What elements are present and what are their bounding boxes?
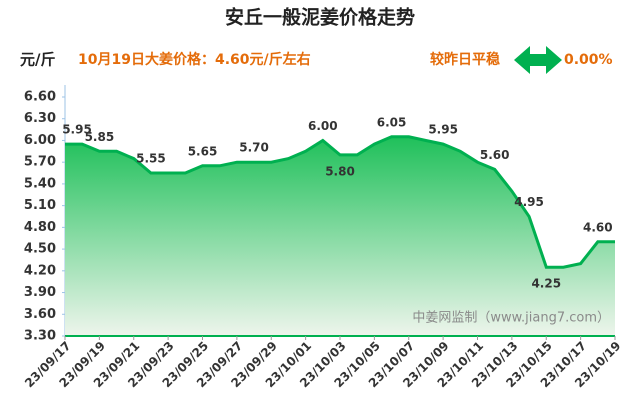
y-tick-label: 3.30 [24, 329, 56, 344]
status: 较昨日平稳 [430, 51, 500, 68]
y-tick-label: 6.60 [24, 90, 56, 105]
y-tick-label: 4.20 [24, 263, 56, 278]
data-label: 5.95 [428, 123, 458, 137]
data-label: 6.05 [377, 115, 407, 129]
subtitle: 10月19日大姜价格：4.60元/斤左右 [78, 51, 311, 68]
y-tick-label: 4.50 [24, 242, 56, 257]
y-tick-label: 3.60 [24, 307, 56, 322]
y-tick-label: 6.00 [24, 133, 56, 148]
data-label: 5.55 [136, 152, 166, 166]
chart-title: 安丘一般泥姜价格走势 [225, 6, 415, 29]
data-label: 6.00 [308, 119, 338, 133]
watermark: 中姜网监制（www.jiang7.com） [412, 311, 610, 326]
y-tick-label: 5.70 [24, 155, 56, 170]
data-label: 5.65 [188, 144, 218, 158]
data-label: 4.25 [531, 277, 561, 291]
data-label: 5.95 [62, 123, 92, 137]
y-tick-label: 5.10 [24, 198, 56, 213]
arrow-icon [514, 46, 562, 74]
y-tick-label: 3.90 [24, 285, 56, 300]
data-label: 5.60 [480, 148, 510, 162]
line [65, 135, 615, 269]
data-label: 5.80 [325, 164, 355, 178]
data-label: 4.60 [583, 220, 613, 234]
data-label: 5.85 [85, 130, 115, 144]
y-tick-label: 5.40 [24, 176, 56, 191]
y-tick-label: 6.30 [24, 111, 56, 126]
data-label: 5.70 [239, 141, 269, 155]
area [65, 136, 615, 336]
data-label: 4.95 [514, 195, 544, 209]
unit-label: 元/斤 [20, 51, 55, 69]
change: 0.00% [564, 52, 613, 68]
plot: 3.30 3.60 3.90 4.20 4.50 4.80 5.10 5.40 5.70 6.00… [22, 85, 624, 390]
y-tick-label: 4.80 [24, 220, 56, 235]
